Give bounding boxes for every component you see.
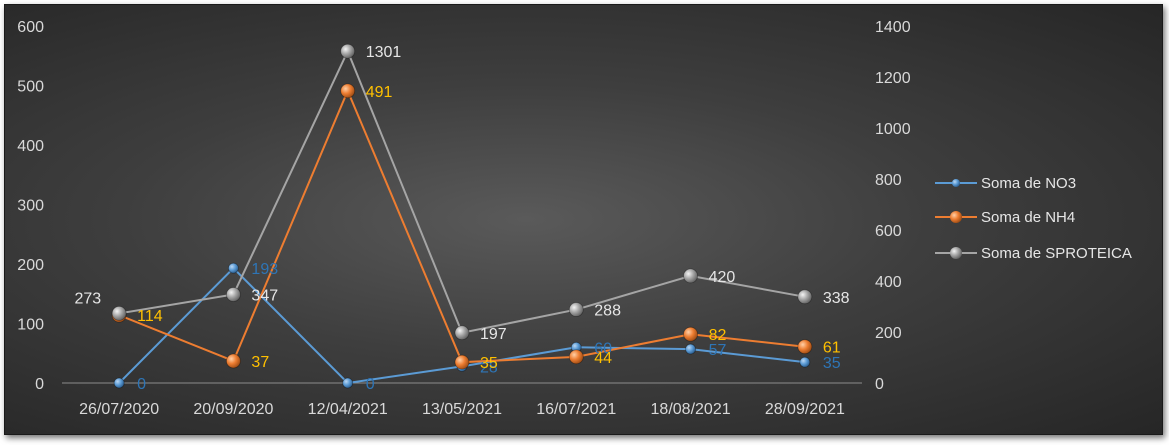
series-1-point [113,377,125,389]
data-label: 288 [594,303,621,320]
series-3-point [340,43,356,59]
series-2-point [454,354,470,370]
data-label: 1301 [366,44,402,61]
legend-label: Soma de NO3 [981,175,1076,192]
data-label: 420 [709,269,736,286]
legend-item: Soma de SPROTEICA [935,245,1132,262]
y-right-tick-label: 0 [875,376,884,393]
y-left-tick-label: 200 [17,257,44,274]
series-1-point [342,377,354,389]
data-label: 338 [823,290,850,307]
x-tick-label: 18/08/2021 [651,401,731,418]
series-2-point [568,349,584,365]
y-right-tick-label: 200 [875,325,902,342]
y-left-tick-label: 500 [17,79,44,96]
legend-label: Soma de NH4 [981,209,1075,226]
data-label: 114 [137,308,163,325]
y-left-tick-label: 400 [17,138,44,155]
series-3-point [454,325,470,341]
x-tick-label: 26/07/2020 [79,401,159,418]
series-line-3 [118,48,806,334]
x-tick-label: 13/05/2021 [422,401,502,418]
y-right-tick-label: 600 [875,223,902,240]
y-right-tick-label: 1400 [875,19,911,36]
data-label: 491 [366,84,393,101]
legend-item: Soma de NH4 [935,209,1075,226]
series-1-point [799,356,811,368]
chart-frame [4,4,1163,435]
y-right-tick-label: 1200 [875,70,911,87]
data-label: 44 [594,350,612,367]
x-tick-label: 12/04/2021 [308,401,388,418]
series-1-point [685,343,696,355]
x-tick-label: 20/09/2020 [193,401,273,418]
y-right-tick-label: 1000 [875,121,911,138]
x-tick-label: 28/09/2021 [765,401,845,418]
series-markers [111,43,813,389]
x-tick-label: 16/07/2021 [536,401,616,418]
series-3-point [226,287,241,302]
series-2-point [797,339,813,355]
data-label: 273 [74,290,101,307]
series-1-point [228,262,239,274]
data-label: 0 [366,376,375,393]
series-2-point [340,83,356,99]
data-label: 61 [823,340,841,357]
data-label: 28 [480,359,498,376]
axes: 0100200300400500600020040060080010001200… [17,19,910,418]
data-labels: 0 193 0 28 60 57 35 114 37 491 35 44 82 61 273 347 1301 1… [74,44,849,393]
legend-marker [950,247,962,259]
data-label: 35 [823,355,841,372]
y-left-tick-label: 100 [17,317,44,334]
y-right-tick-label: 800 [875,172,902,189]
y-left-tick-label: 300 [17,198,44,215]
data-label: 35 [480,355,498,372]
data-label: 197 [480,326,507,343]
legend: Soma de NO3 Soma de NH4 Soma de SPROTEICA [935,175,1132,262]
data-label: 37 [251,354,269,371]
data-label: 347 [251,288,278,305]
series-2-point [683,326,698,342]
series-3-point [683,268,698,284]
legend-marker [952,179,960,187]
series-3-point [111,305,127,321]
data-label: 0 [137,376,146,393]
data-label: 57 [709,342,727,359]
legend-label: Soma de SPROTEICA [981,245,1132,262]
data-label: 60 [594,340,612,357]
legend-item: Soma de NO3 [935,175,1076,192]
y-left-tick-label: 0 [35,376,44,393]
data-label: 82 [709,327,727,344]
y-left-tick-label: 600 [17,19,44,36]
series-3-point [797,289,813,305]
y-right-tick-label: 400 [875,274,902,291]
legend-marker [950,211,962,223]
series-line-2 [118,88,805,364]
data-label: 193 [251,261,278,278]
series-2-point [226,353,241,369]
series-3-point [568,302,584,317]
